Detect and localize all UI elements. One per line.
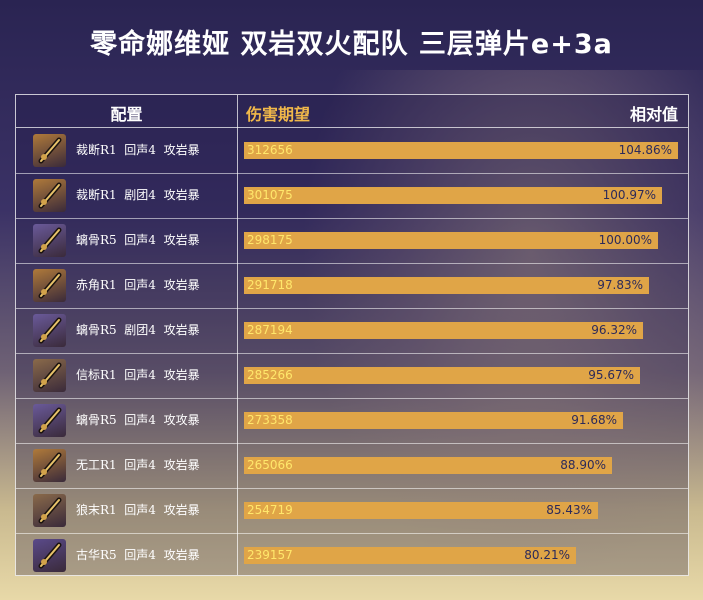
header-config: 配置 — [110, 105, 143, 124]
relative-value: 96.32% — [591, 323, 637, 337]
table-row: 裁断R1 回声4 攻岩暴 312656 104.86% — [16, 128, 688, 174]
page-title: 零命娜维娅 双岩双火配队 三层弹片e+3a — [90, 29, 613, 60]
verdict-icon — [33, 179, 66, 212]
relative-value: 88.90% — [560, 458, 606, 472]
wolf-icon — [33, 494, 66, 527]
config-label: 无工R1 回声4 攻岩暴 — [76, 458, 200, 472]
redhorn-icon — [33, 224, 66, 257]
damage-value: 265066 — [247, 458, 293, 472]
relative-value: 100.97% — [602, 188, 656, 202]
table-row: 古华R5 回声4 攻岩暴 239157 80.21% — [16, 533, 688, 578]
config-label: 螭骨R5 回声4 攻岩暴 — [76, 233, 200, 247]
config-label: 古华R5 回声4 攻岩暴 — [76, 548, 200, 562]
table-row: 赤角R1 回声4 攻岩暴 291718 97.83% — [16, 263, 688, 309]
redhorn-icon — [33, 314, 66, 347]
config-label: 螭骨R5 剧团4 攻岩暴 — [76, 323, 200, 337]
relative-value: 104.86% — [618, 143, 672, 157]
damage-value: 285266 — [247, 368, 293, 382]
table-row: 无工R1 回声4 攻岩暴 265066 88.90% — [16, 443, 688, 489]
table-row: 信标R1 回声4 攻岩暴 285266 95.67% — [16, 353, 688, 399]
damage-bar — [244, 187, 662, 204]
table-row: 裁断R1 剧团4 攻岩暴 301075 100.97% — [16, 173, 688, 219]
damage-value: 301075 — [247, 188, 293, 202]
config-label: 裁断R1 回声4 攻岩暴 — [76, 143, 200, 157]
unforged-icon — [33, 449, 66, 482]
damage-bar — [244, 547, 576, 564]
table-row: 螭骨R5 剧团4 攻岩暴 287194 96.32% — [16, 308, 688, 354]
config-label: 信标R1 回声4 攻岩暴 — [76, 368, 200, 382]
redhorn-icon — [33, 404, 66, 437]
table-header: 配置 伤害期望 相对值 — [16, 95, 688, 128]
damage-bar — [244, 322, 643, 339]
damage-bar — [244, 277, 649, 294]
damage-value: 312656 — [247, 143, 293, 157]
damage-bar — [244, 232, 658, 249]
damage-value: 239157 — [247, 548, 293, 562]
beacon-icon — [33, 359, 66, 392]
damage-value: 287194 — [247, 323, 293, 337]
header-relative: 相对值 — [629, 105, 678, 124]
config-label: 狼末R1 回声4 攻岩暴 — [76, 503, 200, 517]
relative-value: 95.67% — [588, 368, 634, 382]
ranking-table: 配置 伤害期望 相对值 裁断R1 回声4 攻岩暴 312656 104.86% 裁断R… — [15, 94, 689, 576]
table-row: 螭骨R5 回声4 攻岩暴 298175 100.00% — [16, 218, 688, 264]
rainslasher-icon — [33, 539, 66, 572]
config-label: 裁断R1 剧团4 攻岩暴 — [76, 188, 200, 202]
table-row: 狼末R1 回声4 攻岩暴 254719 85.43% — [16, 488, 688, 534]
header-damage: 伤害期望 — [246, 105, 311, 124]
relative-value: 100.00% — [598, 233, 652, 247]
damage-bar — [244, 457, 612, 474]
damage-bar — [244, 502, 598, 519]
damage-bar — [244, 367, 640, 384]
config-label: 螭骨R5 回声4 攻攻暴 — [76, 413, 200, 427]
damage-value: 291718 — [247, 278, 293, 292]
relative-value: 85.43% — [546, 503, 592, 517]
redhorn-icon — [33, 269, 66, 302]
relative-value: 80.21% — [524, 548, 570, 562]
damage-bar — [244, 412, 623, 429]
config-label: 赤角R1 回声4 攻岩暴 — [76, 278, 200, 292]
column-divider — [237, 95, 238, 575]
damage-value: 254719 — [247, 503, 293, 517]
verdict-icon — [33, 134, 66, 167]
relative-value: 97.83% — [597, 278, 643, 292]
relative-value: 91.68% — [571, 413, 617, 427]
table-row: 螭骨R5 回声4 攻攻暴 273358 91.68% — [16, 398, 688, 444]
damage-bar — [244, 142, 678, 159]
damage-value: 298175 — [247, 233, 293, 247]
damage-value: 273358 — [247, 413, 293, 427]
